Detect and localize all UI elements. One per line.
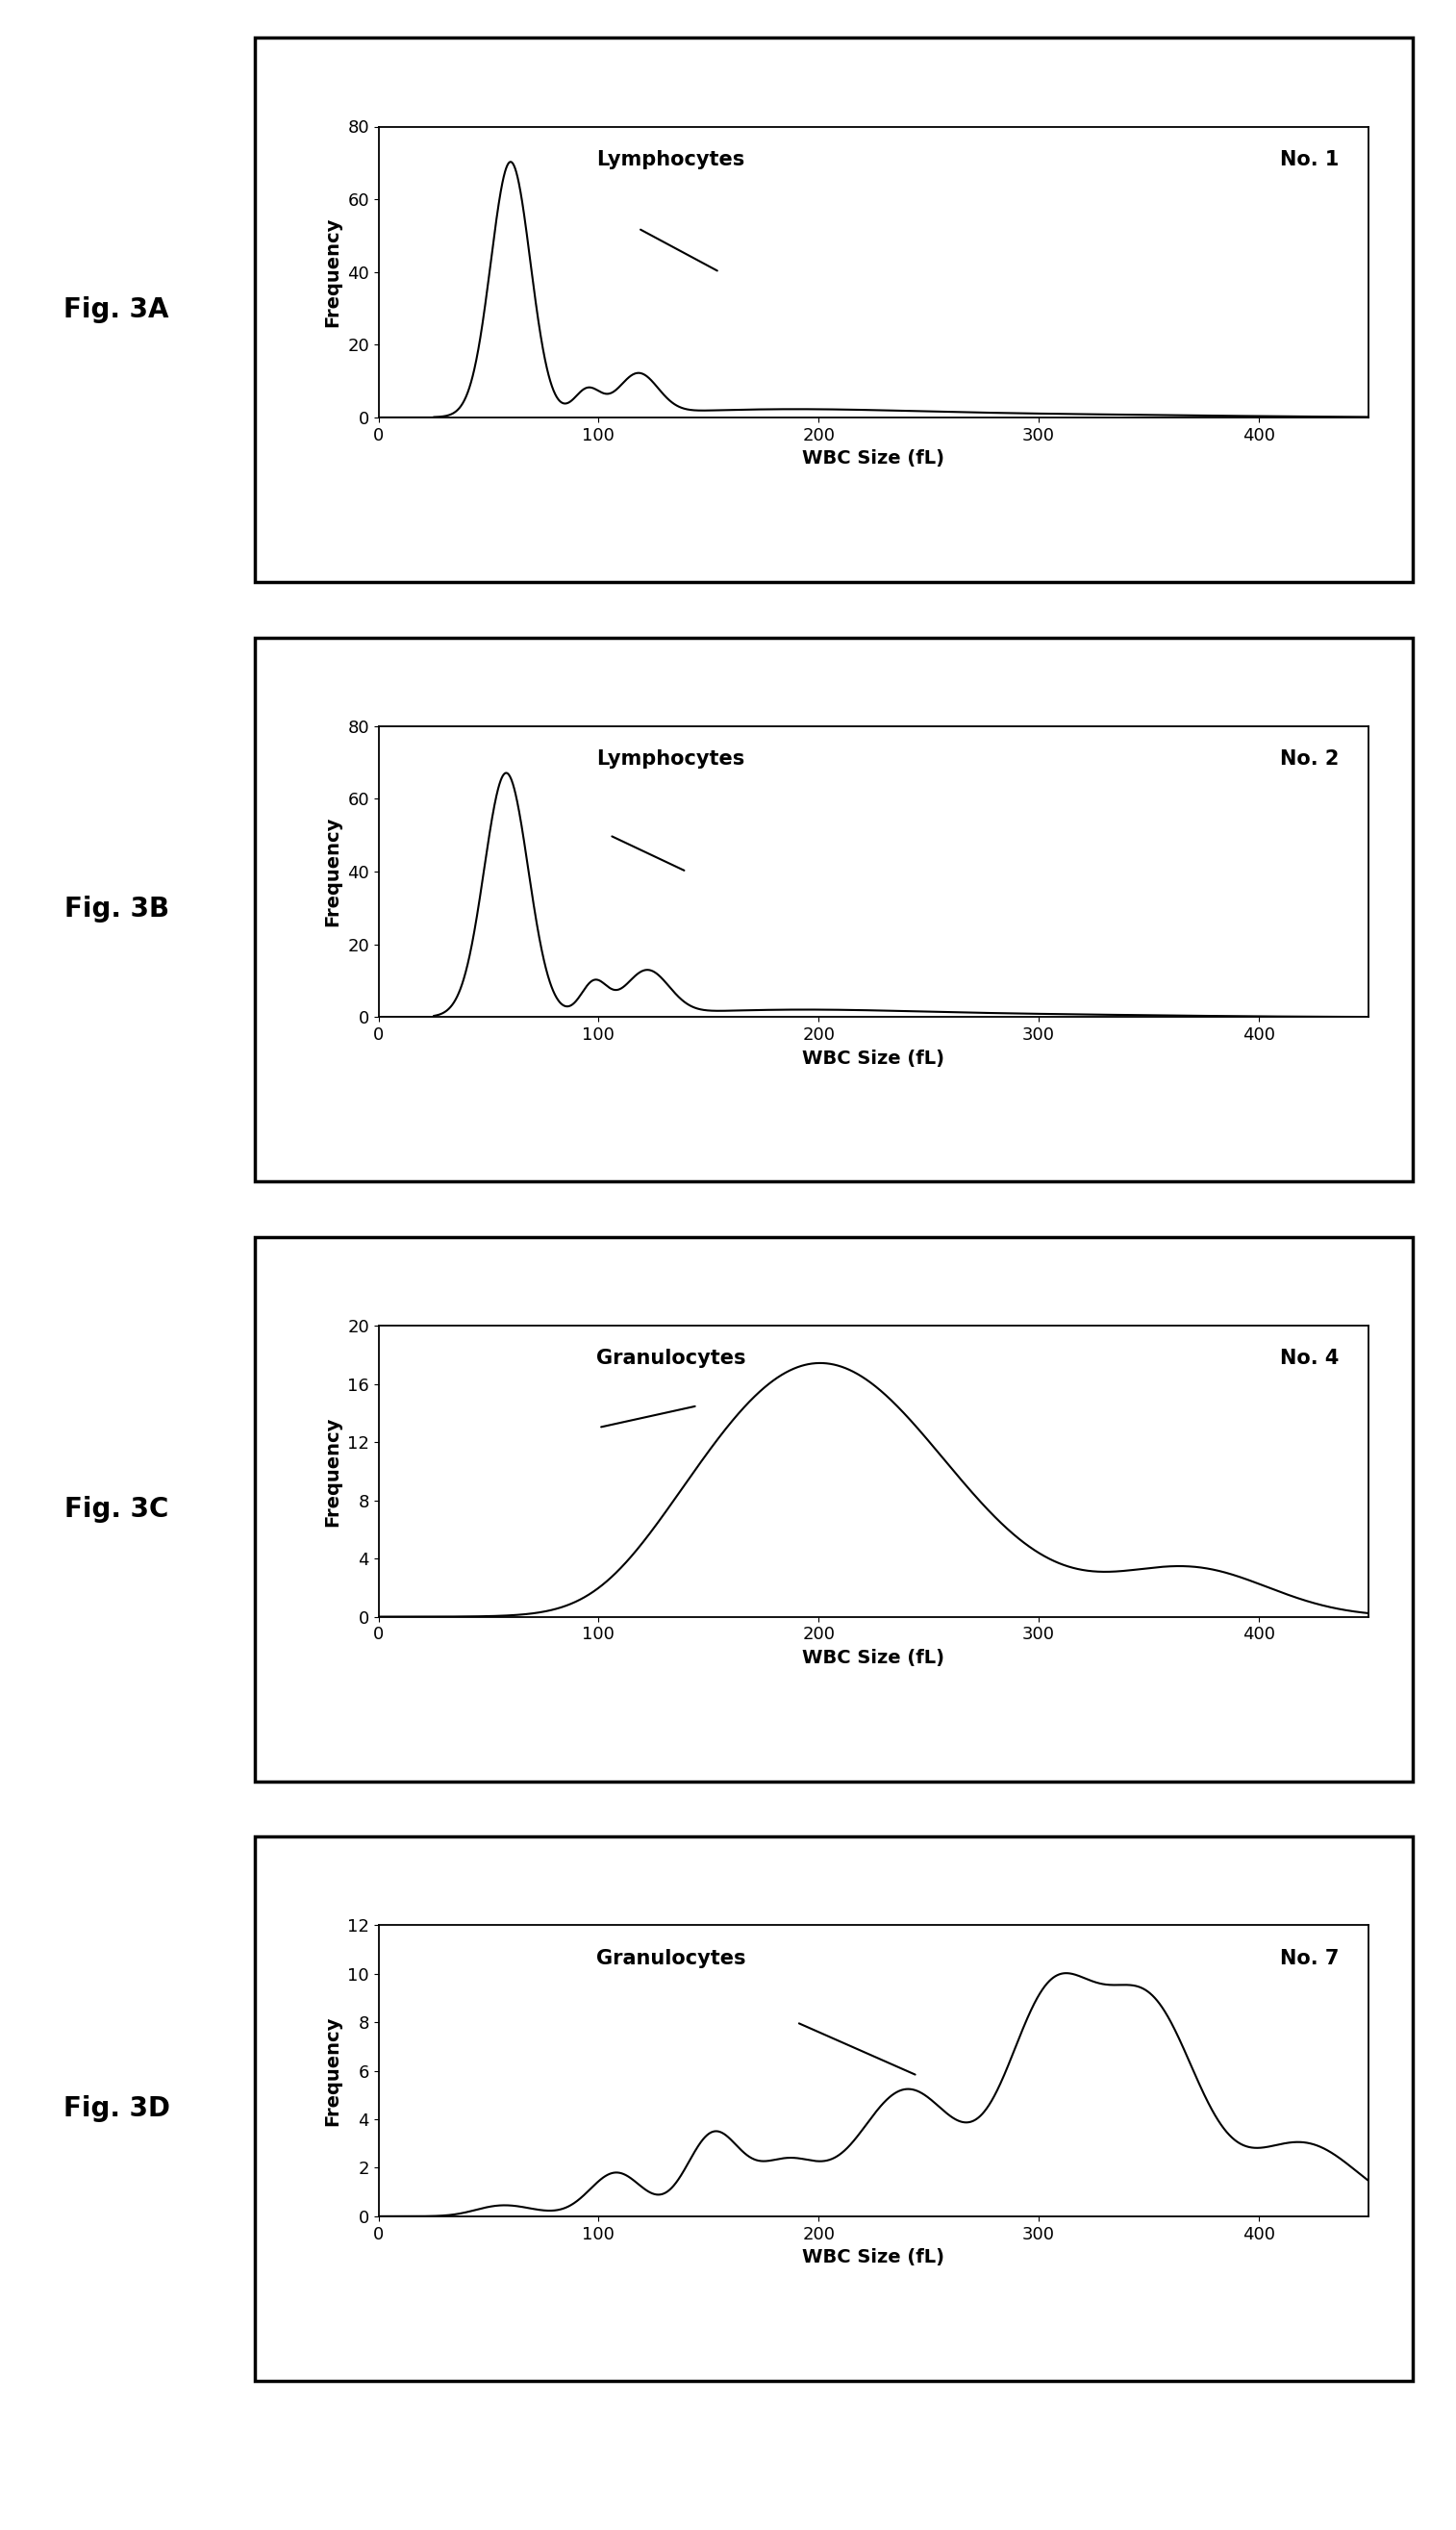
Y-axis label: Frequency: Frequency [323,817,342,926]
Text: No. 1: No. 1 [1280,149,1340,170]
Text: No. 4: No. 4 [1280,1348,1340,1369]
Text: Fig. 3D: Fig. 3D [63,2095,170,2123]
Text: Fig. 3C: Fig. 3C [64,1495,169,1523]
X-axis label: WBC Size (fL): WBC Size (fL) [802,1650,945,1667]
Y-axis label: Frequency: Frequency [323,2016,342,2125]
Text: Granulocytes: Granulocytes [597,1948,745,1968]
Text: Lymphocytes: Lymphocytes [597,149,744,170]
Y-axis label: Frequency: Frequency [323,1417,342,1526]
Y-axis label: Frequency: Frequency [323,218,342,326]
X-axis label: WBC Size (fL): WBC Size (fL) [802,1050,945,1068]
Text: Fig. 3B: Fig. 3B [64,896,169,923]
X-axis label: WBC Size (fL): WBC Size (fL) [802,450,945,468]
Text: No. 7: No. 7 [1280,1948,1340,1968]
Text: Granulocytes: Granulocytes [597,1348,745,1369]
X-axis label: WBC Size (fL): WBC Size (fL) [802,2249,945,2267]
Text: No. 2: No. 2 [1280,749,1340,769]
Text: Fig. 3A: Fig. 3A [64,296,169,324]
Text: Lymphocytes: Lymphocytes [597,749,744,769]
